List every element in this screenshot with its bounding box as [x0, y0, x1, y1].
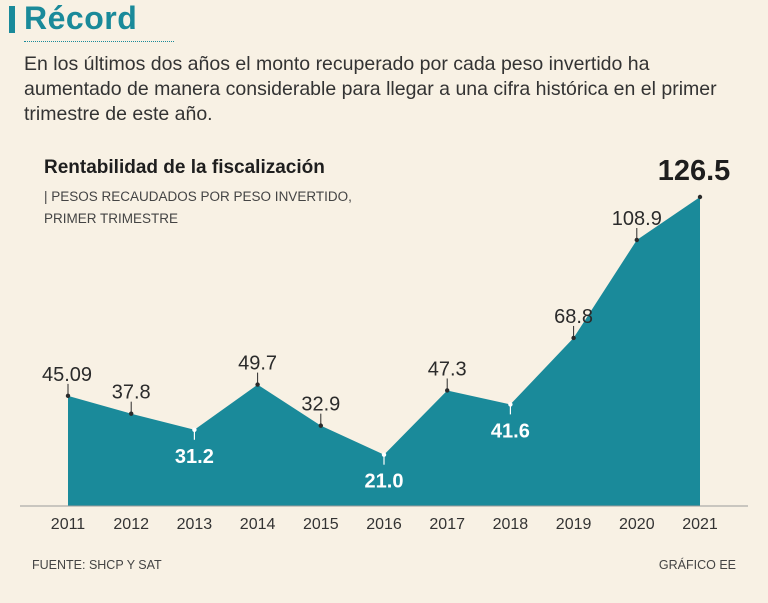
chart-title: Rentabilidad de la fiscalización — [44, 157, 325, 178]
data-label-2021: 126.5 — [658, 155, 731, 187]
x-tick-2019: 2019 — [556, 516, 592, 533]
page-title: Récord — [24, 0, 138, 36]
data-label-2015: 32.9 — [301, 394, 340, 416]
chart-subtitle: | PESOS RECAUDADOS POR PESO INVERTIDO, P… — [44, 189, 352, 226]
point-2012 — [129, 411, 134, 416]
x-tick-2016: 2016 — [366, 516, 402, 533]
point-2021 — [697, 194, 703, 200]
point-2017 — [445, 388, 450, 393]
intro-text: En los últimos dos años el monto recuper… — [24, 53, 717, 125]
x-tick-2011: 2011 — [51, 516, 86, 533]
data-label-2017: 47.3 — [428, 358, 467, 380]
point-2014 — [255, 382, 260, 387]
data-label-2018: 41.6 — [491, 420, 530, 442]
data-label-2012: 37.8 — [112, 382, 151, 404]
point-2011 — [65, 393, 71, 399]
area-series — [68, 197, 700, 506]
source-note: FUENTE: SHCP Y SAT — [32, 558, 162, 572]
x-tick-2017: 2017 — [429, 516, 465, 533]
title-accent-bar — [9, 6, 15, 33]
data-label-2013: 31.2 — [175, 446, 214, 468]
point-2013 — [192, 427, 197, 432]
data-label-2016: 21.0 — [365, 471, 404, 493]
graphic-credit: GRÁFICO EE — [658, 558, 736, 572]
data-label-2020: 108.9 — [612, 208, 662, 230]
x-tick-2021: 2021 — [682, 516, 718, 533]
x-tick-2018: 2018 — [493, 516, 529, 533]
x-tick-2015: 2015 — [303, 516, 339, 533]
x-tick-2014: 2014 — [240, 516, 276, 533]
x-tick-2012: 2012 — [113, 516, 149, 533]
data-label-2014: 49.7 — [238, 353, 277, 375]
data-label-2019: 68.8 — [554, 306, 593, 328]
x-tick-2020: 2020 — [619, 516, 655, 533]
title-divider — [24, 41, 174, 42]
x-tick-2013: 2013 — [177, 516, 213, 533]
data-label-2011: 45.09 — [42, 364, 92, 386]
point-2020 — [634, 237, 639, 243]
point-2018 — [508, 402, 513, 407]
point-2015 — [318, 423, 323, 428]
point-2019 — [571, 335, 576, 341]
point-2016 — [381, 452, 387, 457]
